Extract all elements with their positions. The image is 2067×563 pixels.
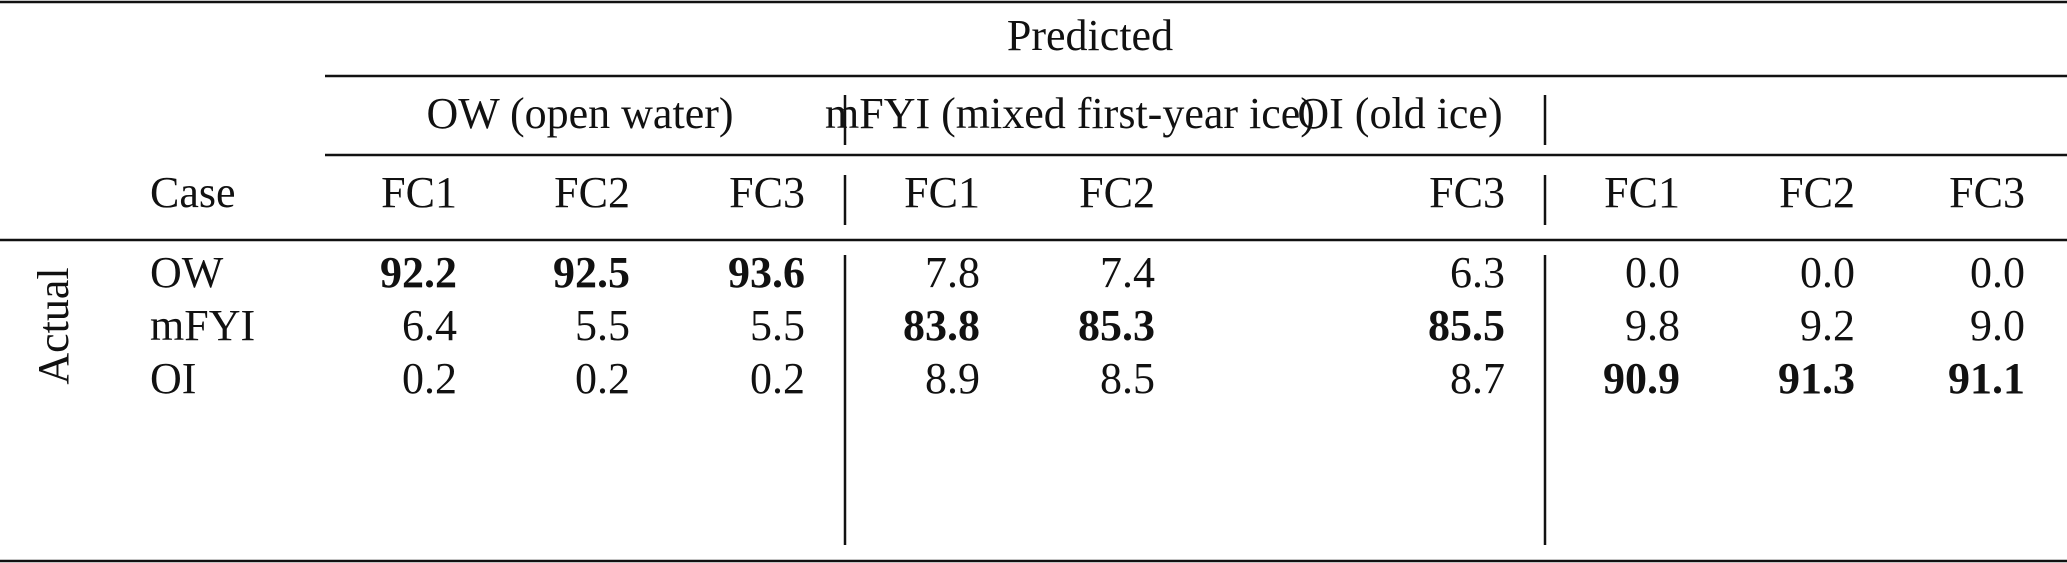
column-header: FC1	[381, 168, 457, 217]
cell: 5.5	[750, 301, 805, 350]
cell: 85.5	[1428, 301, 1505, 350]
group-header: OI (old ice)	[1297, 89, 1502, 138]
cell: 7.8	[925, 248, 980, 297]
cell: 0.0	[1970, 248, 2025, 297]
cell: 8.7	[1450, 354, 1505, 403]
header-title: Predicted	[1007, 11, 1173, 60]
column-header: FC3	[1429, 168, 1505, 217]
cell: 91.1	[1948, 354, 2025, 403]
column-header: FC2	[1079, 168, 1155, 217]
cell: 0.2	[402, 354, 457, 403]
cell: 0.0	[1625, 248, 1680, 297]
cell: 0.0	[1800, 248, 1855, 297]
row-group-label: Actual	[29, 267, 78, 384]
cell: 85.3	[1078, 301, 1155, 350]
column-header: FC2	[554, 168, 630, 217]
cell: 83.8	[903, 301, 980, 350]
column-header: FC1	[1604, 168, 1680, 217]
cell: 93.6	[728, 248, 805, 297]
row-label: OW	[150, 248, 224, 297]
cell: 6.4	[402, 301, 457, 350]
cell: 5.5	[575, 301, 630, 350]
column-header: FC1	[904, 168, 980, 217]
cell: 0.2	[750, 354, 805, 403]
cell: 90.9	[1603, 354, 1680, 403]
group-header: OW (open water)	[426, 89, 733, 138]
group-header: mFYI (mixed first-year ice)	[825, 89, 1315, 138]
column-header: FC2	[1779, 168, 1855, 217]
row-label: OI	[150, 354, 196, 403]
cell: 6.3	[1450, 248, 1505, 297]
cell: 9.0	[1970, 301, 2025, 350]
cell: 8.9	[925, 354, 980, 403]
cell: 91.3	[1778, 354, 1855, 403]
cell: 7.4	[1100, 248, 1155, 297]
cell: 8.5	[1100, 354, 1155, 403]
cell: 92.5	[553, 248, 630, 297]
row-label: mFYI	[150, 301, 255, 350]
cell: 0.2	[575, 354, 630, 403]
column-header: FC3	[729, 168, 805, 217]
cell: 92.2	[380, 248, 457, 297]
cell: 9.2	[1800, 301, 1855, 350]
column-header: FC3	[1949, 168, 2025, 217]
case-label: Case	[150, 168, 236, 217]
cell: 9.8	[1625, 301, 1680, 350]
